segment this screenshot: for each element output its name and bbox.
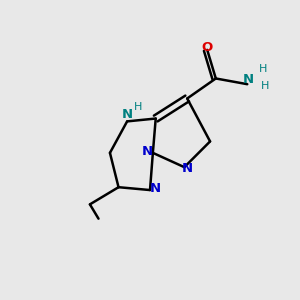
Text: N: N — [122, 108, 133, 121]
Text: H: H — [134, 101, 142, 112]
Text: H: H — [259, 64, 267, 74]
Text: N: N — [243, 74, 254, 86]
Text: N: N — [182, 162, 193, 175]
Text: N: N — [142, 145, 153, 158]
Text: O: O — [202, 40, 213, 53]
Text: H: H — [261, 81, 269, 91]
Text: N: N — [150, 182, 161, 195]
